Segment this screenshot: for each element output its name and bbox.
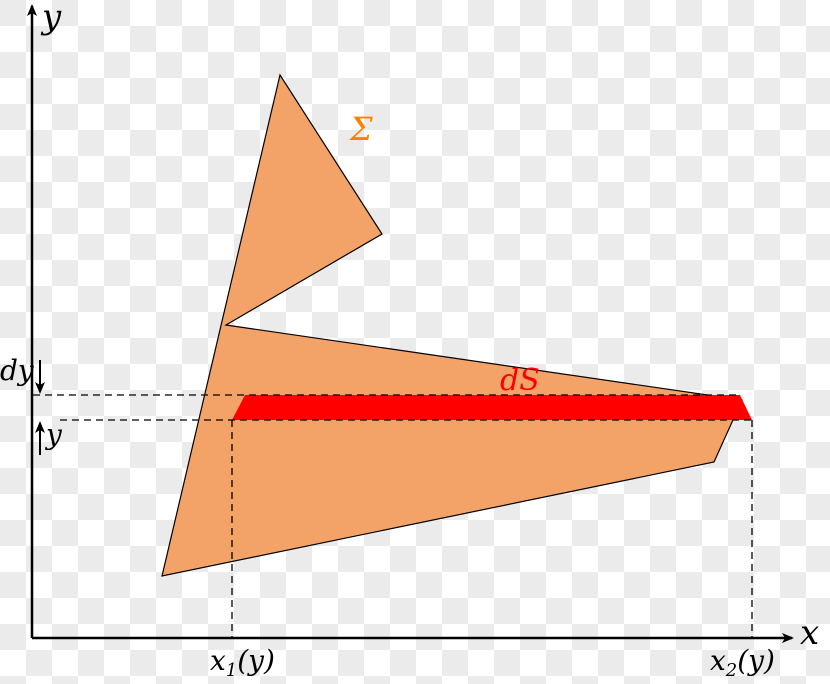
region-label: Σ xyxy=(349,110,373,148)
x1-label: x1(y) xyxy=(210,644,275,681)
strip-ds xyxy=(232,395,752,420)
region-sigma xyxy=(162,75,742,576)
dy-label: dy xyxy=(0,354,35,387)
y-label: y xyxy=(44,418,63,451)
y-axis-label: y xyxy=(40,0,62,37)
diagram-svg: xyΣdSdyyx1(y)x2(y) xyxy=(0,0,830,684)
x-axis-label: x xyxy=(800,613,819,653)
x2-label: x2(y) xyxy=(710,644,775,681)
diagram-stage: xyΣdSdyyx1(y)x2(y) xyxy=(0,0,830,684)
strip-label: dS xyxy=(500,363,540,398)
